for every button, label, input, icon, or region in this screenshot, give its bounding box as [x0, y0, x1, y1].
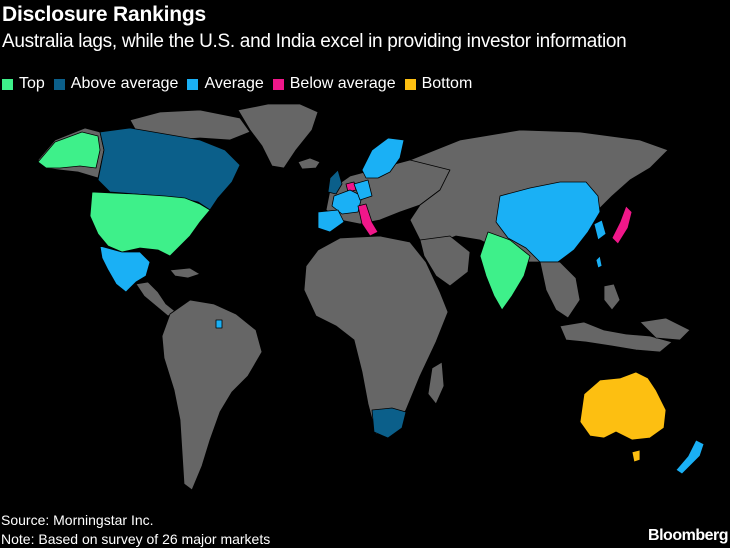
- country-taiwan: [595, 255, 603, 269]
- survey-note: Note: Based on survey of 26 major market…: [1, 531, 271, 547]
- legend-label-below-average: Below average: [289, 75, 396, 92]
- legend-item-average: Average: [187, 75, 264, 93]
- legend-item-below-average: Below average: [272, 75, 396, 93]
- country-germany: [353, 179, 373, 201]
- country-uk: [327, 169, 343, 195]
- land-se-asia: [539, 261, 581, 319]
- land-africa: [303, 235, 449, 437]
- legend-swatch-average: [187, 78, 199, 90]
- legend-label-top: Top: [19, 75, 45, 92]
- country-japan: [611, 205, 633, 245]
- land-caribbean: [169, 267, 201, 279]
- land-south-america: [161, 299, 263, 491]
- country-brazil-highlight: [215, 319, 223, 329]
- legend-item-bottom: Bottom: [404, 75, 473, 93]
- country-australia: [579, 371, 667, 441]
- world-map: [0, 100, 730, 505]
- legend-swatch-above-average: [53, 78, 65, 90]
- legend-swatch-top: [2, 78, 13, 90]
- country-new-zealand: [675, 439, 705, 475]
- legend-swatch-bottom: [404, 78, 416, 90]
- land-philippines: [603, 283, 621, 311]
- bloomberg-logo: Bloomberg: [648, 527, 728, 544]
- country-usa: [89, 191, 211, 257]
- country-france: [331, 189, 363, 215]
- source-note: Source: Morningstar Inc.: [1, 512, 154, 528]
- land-arabia: [419, 235, 471, 287]
- legend: Top Above average Average Below average …: [2, 73, 481, 95]
- land-madagascar: [427, 361, 445, 405]
- country-india: [479, 231, 531, 311]
- country-korea: [593, 219, 607, 241]
- land-greenland: [237, 103, 319, 169]
- legend-label-above-average: Above average: [70, 75, 179, 92]
- land-iceland: [297, 157, 321, 170]
- legend-swatch-below-average: [272, 78, 284, 90]
- country-italy: [357, 203, 379, 237]
- land-central-america: [135, 281, 177, 317]
- chart-title: Disclosure Rankings: [2, 3, 206, 26]
- land-indonesia: [559, 321, 673, 353]
- country-china: [495, 181, 601, 263]
- country-scandinavia: [361, 137, 405, 179]
- legend-item-above-average: Above average: [53, 75, 179, 93]
- legend-label-bottom: Bottom: [421, 75, 473, 92]
- country-mexico: [99, 245, 151, 293]
- land-tasmania: [631, 449, 641, 463]
- legend-label-average: Average: [204, 75, 264, 92]
- land-new-guinea: [639, 317, 691, 341]
- chart-subtitle: Australia lags, while the U.S. and India…: [2, 31, 627, 52]
- country-us-alaska: [37, 131, 101, 169]
- country-south-africa: [371, 407, 407, 439]
- legend-item-top: Top: [2, 75, 45, 93]
- country-spain: [317, 209, 345, 233]
